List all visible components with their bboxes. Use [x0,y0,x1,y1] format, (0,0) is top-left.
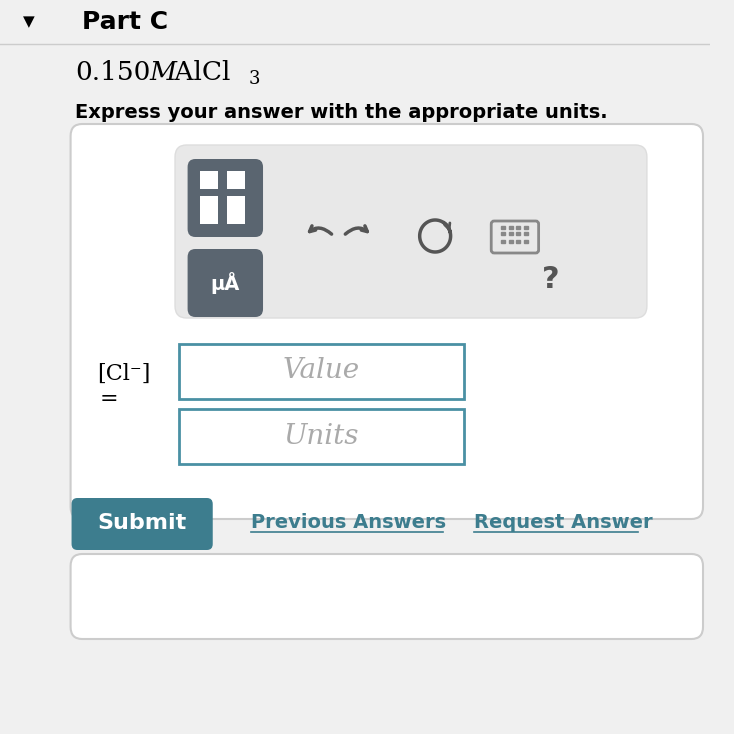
FancyBboxPatch shape [0,0,710,44]
FancyBboxPatch shape [179,344,464,399]
Text: ▼: ▼ [23,15,35,29]
Bar [524,226,528,229]
Bar [501,226,505,229]
Text: 3: 3 [249,70,260,88]
Bar [517,232,520,235]
FancyBboxPatch shape [71,498,213,550]
FancyBboxPatch shape [70,124,703,519]
FancyBboxPatch shape [70,554,703,639]
Text: μÅ: μÅ [211,272,240,294]
Bar [509,240,512,243]
FancyBboxPatch shape [200,171,217,189]
Text: AlCl: AlCl [167,59,230,84]
FancyBboxPatch shape [200,196,217,224]
Text: Request Answer: Request Answer [474,514,653,532]
Bar [524,232,528,235]
Text: 0.150: 0.150 [76,59,150,84]
Bar [524,240,528,243]
Text: Units: Units [283,424,359,451]
FancyBboxPatch shape [188,249,263,317]
Bar [517,226,520,229]
FancyBboxPatch shape [188,159,263,237]
Bar [501,232,505,235]
Text: M: M [150,59,177,84]
Text: Express your answer with the appropriate units.: Express your answer with the appropriate… [76,103,608,122]
Text: Value: Value [283,357,360,385]
Bar [517,240,520,243]
Text: [Cl⁻]: [Cl⁻] [97,363,150,385]
Bar [509,226,512,229]
Text: Part C: Part C [82,10,168,34]
FancyBboxPatch shape [175,145,647,318]
FancyBboxPatch shape [179,409,464,464]
Text: Submit: Submit [98,513,186,533]
Text: =: = [100,389,118,409]
Bar [501,240,505,243]
Text: Previous Answers: Previous Answers [252,514,446,532]
FancyBboxPatch shape [228,171,244,189]
Text: ?: ? [542,264,560,294]
FancyBboxPatch shape [228,196,244,224]
Bar [509,232,512,235]
